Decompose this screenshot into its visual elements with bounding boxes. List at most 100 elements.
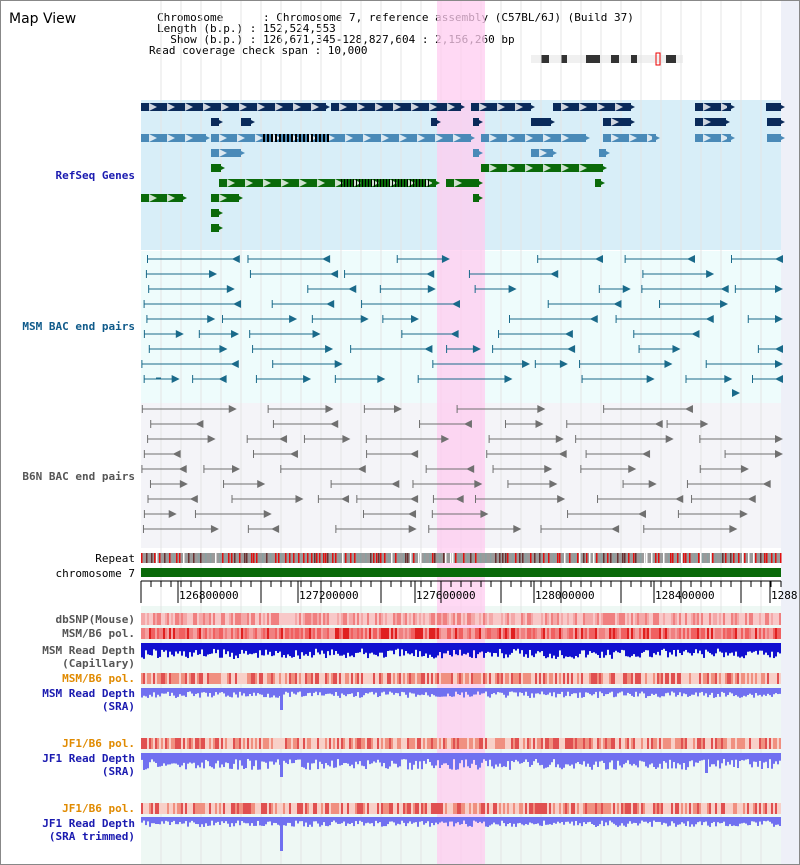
msm-depth-capillary-bar [673, 643, 675, 650]
gene-direction-arrow [203, 103, 211, 111]
msm-depth-capillary-bar [701, 643, 703, 655]
jf1-depth-sra-bar [443, 753, 445, 764]
gene-end-arrow [627, 103, 635, 111]
jf1-pol-trimmed-cell [441, 803, 443, 814]
msm-depth-sra-bar [535, 688, 537, 694]
msm-depth-capillary-bar [773, 643, 775, 659]
jf1-pol-trimmed-cell [665, 803, 667, 814]
msm-depth-capillary-bar [325, 643, 327, 658]
repeat-element [262, 553, 264, 563]
exon-block [353, 179, 354, 187]
jf1-depth-trimmed-bar [437, 817, 439, 825]
jf1-depth-trimmed-bar [713, 817, 715, 822]
jf1-pol-cell [727, 738, 729, 749]
msm-pol-cell [603, 628, 605, 639]
jf1-pol-cell [745, 738, 747, 749]
msm-depth-capillary-bar [403, 643, 405, 656]
msm-depth-capillary-bar [517, 643, 519, 649]
jf1-depth-trimmed-bar [205, 817, 207, 824]
jf1-pol-cell [431, 738, 433, 749]
msm-depth-capillary-bar [159, 643, 161, 657]
msm-pol-sra-cell [551, 673, 553, 684]
b6n-bac-end-arrow [325, 405, 334, 413]
jf1-pol-trimmed-cell [569, 803, 571, 814]
jf1-depth-trimmed-bar [283, 817, 285, 826]
dbsnp-cell [255, 613, 257, 625]
msm-depth-capillary-bar [733, 643, 735, 656]
jf1-pol-cell [639, 738, 641, 749]
repeat-element [505, 553, 507, 563]
b6n-bac-end-arrow [700, 420, 709, 428]
dbsnp-cell [235, 613, 237, 625]
dbsnp-cell [479, 613, 481, 625]
msm-pol-cell [685, 628, 687, 639]
dbsnp-cell [511, 613, 513, 625]
msm-pol-cell [421, 628, 423, 639]
jf1-depth-sra-bar [267, 753, 269, 769]
refseq-gene [767, 118, 781, 126]
msm-depth-capillary-bar [393, 643, 395, 655]
msm-pol-cell [179, 628, 181, 639]
jf1-depth-sra-bar [387, 753, 389, 769]
ruler-tick-label: 1288 [771, 589, 798, 602]
dbsnp-cell [359, 613, 361, 625]
ruler-tick-label: 127600000 [416, 589, 476, 602]
msm-depth-capillary-bar [759, 643, 761, 651]
dbsnp-cell [369, 613, 371, 625]
b6n-bac-end-arrow [179, 480, 188, 488]
jf1-pol-trimmed-cell [365, 803, 367, 814]
jf1-depth-trimmed-bar [539, 817, 541, 826]
jf1-pol-cell [485, 738, 487, 749]
repeat-element [193, 553, 195, 563]
dbsnp-cell [591, 613, 593, 625]
jf1-pol-cell [631, 738, 633, 749]
msm-pol-cell [535, 628, 537, 639]
jf1-pol-cell [573, 738, 575, 749]
jf1-pol-cell [187, 738, 189, 749]
msm-depth-capillary-bar [217, 643, 219, 650]
jf1-pol-trimmed-cell [339, 803, 341, 814]
repeat-element [744, 553, 746, 563]
msm-depth-sra-bar [533, 688, 535, 698]
jf1-depth-trimmed-bar [709, 817, 711, 827]
dbsnp-cell [521, 613, 523, 625]
msm-pol-sra-cell [469, 673, 471, 684]
msm-depth-sra-bar [407, 688, 409, 698]
msm-depth-capillary-bar [571, 643, 573, 658]
dbsnp-cell [745, 613, 747, 625]
repeat-element [179, 553, 181, 563]
msm-pol-sra-cell [665, 673, 667, 684]
msm-bac-end-arrow [348, 285, 357, 293]
dbsnp-cell [351, 613, 353, 625]
msm-pol-sra-cell [197, 673, 199, 684]
msm-pol-sra-cell [259, 673, 261, 684]
gene-end-arrow [777, 134, 785, 142]
repeat-element [467, 553, 469, 563]
jf1-depth-trimmed-bar [377, 817, 379, 824]
msm-depth-sra-bar [149, 688, 151, 695]
repeat-element [603, 553, 605, 563]
msm-depth-sra-bar [381, 688, 383, 693]
msm-depth-sra-bar [329, 688, 331, 694]
msm-depth-sra-bar [145, 688, 147, 697]
jf1-depth-trimmed-bar [615, 817, 617, 826]
jf1-depth-sra-bar [393, 753, 395, 764]
msm-pol-cell [575, 628, 577, 639]
dbsnp-cell [443, 613, 445, 625]
jf1-pol-trimmed-cell [425, 803, 427, 814]
jf1-pol-cell [709, 738, 711, 749]
jf1-pol-cell [301, 738, 303, 749]
msm-bac-end-arrow [705, 315, 714, 323]
jf1-depth-trimmed-bar [313, 817, 315, 822]
jf1-pol-cell [221, 738, 223, 749]
msm-depth-capillary-bar [195, 643, 197, 651]
msm-pol-sra-cell [461, 673, 463, 684]
jf1-pol-cell [523, 738, 525, 749]
repeat-element [424, 553, 426, 563]
exon-block [319, 134, 321, 142]
msm-depth-sra-bar [511, 688, 513, 692]
b6n-bac-end-arrow [410, 450, 419, 458]
ruler-tick-label: 128000000 [535, 589, 595, 602]
msm-pol-cell [517, 628, 519, 639]
